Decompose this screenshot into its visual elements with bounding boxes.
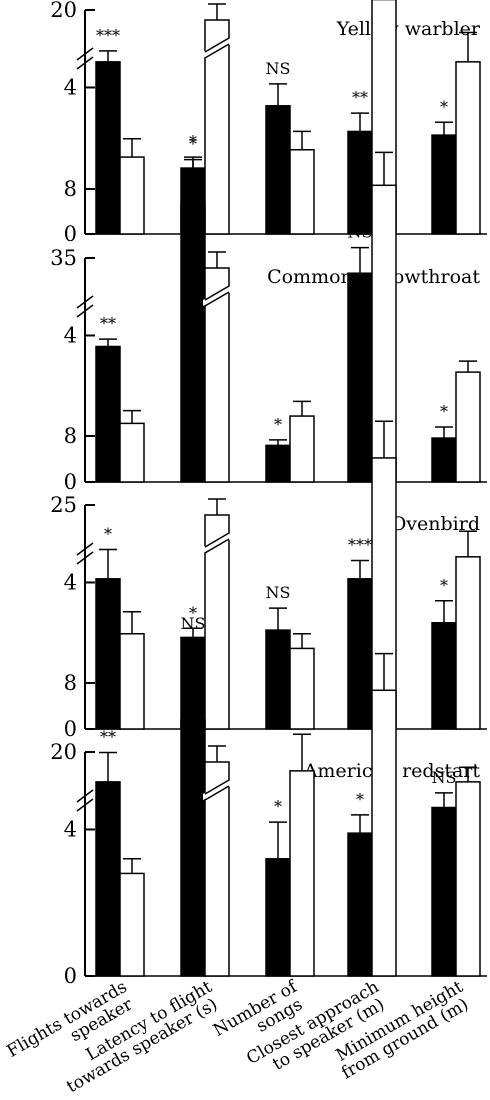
y-tick-label: 4 — [64, 570, 77, 594]
significance-label: NS — [432, 768, 457, 787]
bar-break-line — [204, 538, 230, 554]
bar-filled — [95, 61, 121, 235]
y-tick-label: 25 — [50, 493, 77, 517]
significance-label: * — [356, 790, 364, 809]
panel-title: Ovenbird — [391, 513, 480, 535]
significance-label: NS — [266, 583, 291, 602]
bar-filled — [265, 105, 291, 235]
axis-break-mark — [76, 304, 94, 318]
y-tick-label: 4 — [64, 323, 77, 347]
bar-break-line — [204, 779, 230, 795]
significance-label: NS — [348, 223, 373, 242]
significance-label: * — [274, 415, 282, 434]
panel-title: Yellow warbler — [336, 18, 481, 40]
significance-label: *** — [348, 536, 372, 555]
bar-open — [455, 371, 481, 483]
bar-break-line — [204, 43, 230, 59]
axis-break-mark — [76, 789, 94, 803]
axis-break-mark — [76, 798, 94, 812]
bar-filled — [95, 578, 121, 730]
bar-break-gap — [203, 38, 231, 58]
significance-label: NS — [266, 59, 291, 78]
y-tick-label: 20 — [50, 0, 77, 22]
y-tick-label: 20 — [50, 740, 77, 764]
bar-break-line — [204, 285, 230, 301]
axis-break-mark — [76, 542, 94, 556]
y-tick-label: 8 — [64, 424, 77, 448]
bar-open — [119, 633, 145, 730]
y-tick-label: 8 — [64, 177, 77, 201]
bar-filled — [265, 858, 291, 977]
bar-filled — [95, 781, 121, 977]
significance-label: NS — [181, 614, 206, 633]
significance-label: ** — [352, 88, 368, 107]
significance-label: * — [440, 576, 448, 595]
significance-label: * — [189, 603, 197, 622]
bar-break-gap — [203, 780, 231, 800]
y-tick-label: 0 — [64, 222, 77, 246]
bar-break-line — [204, 291, 230, 307]
bar-open — [289, 647, 315, 730]
bar-filled — [431, 622, 457, 730]
significance-label: * — [189, 132, 197, 151]
bar-break-line — [204, 37, 230, 53]
bar-open — [455, 556, 481, 730]
bar-open — [119, 872, 145, 977]
bar-open — [289, 770, 315, 977]
significance-label: * — [189, 135, 197, 154]
bar-open — [371, 689, 397, 977]
bar-filled — [347, 272, 373, 483]
bar-filled — [431, 134, 457, 235]
significance-label: * — [440, 402, 448, 421]
bar-filled — [180, 718, 206, 977]
y-tick-label: 8 — [64, 671, 77, 695]
y-tick-label: 0 — [64, 964, 77, 988]
bar-break-gap — [203, 533, 231, 553]
bar-filled — [265, 444, 291, 483]
significance-label: * — [440, 97, 448, 116]
bar-open — [119, 156, 145, 235]
y-tick-label: 0 — [64, 470, 77, 494]
bar-open — [455, 61, 481, 235]
bar-open — [455, 781, 481, 977]
bar-open — [119, 422, 145, 483]
axis-break-mark — [76, 47, 94, 61]
bar-filled — [180, 202, 206, 483]
y-tick-label: 4 — [64, 75, 77, 99]
bar-filled — [347, 832, 373, 977]
bar-filled — [265, 629, 291, 730]
panel-1: 04820Yellow warbler****NS*** — [50, 0, 487, 246]
bar-filled — [431, 437, 457, 483]
bar-open — [289, 415, 315, 483]
axis-break-mark — [76, 551, 94, 565]
bar-open — [289, 149, 315, 235]
axis-break-mark — [76, 295, 94, 309]
significance-label: *** — [96, 26, 120, 45]
axis-break-mark — [76, 56, 94, 70]
bar-break-gap — [203, 286, 231, 306]
y-tick-label: 0 — [64, 717, 77, 741]
bar-filled — [431, 806, 457, 977]
bar-filled — [347, 578, 373, 730]
bar-filled — [347, 130, 373, 235]
significance-label: * — [104, 525, 112, 544]
significance-label: * — [274, 797, 282, 816]
bar-break-line — [204, 785, 230, 801]
significance-label: ** — [100, 314, 116, 333]
bar-filled — [95, 345, 121, 483]
significance-label: ** — [100, 728, 116, 747]
bar-break-line — [204, 532, 230, 548]
y-tick-label: 4 — [64, 817, 77, 841]
y-tick-label: 35 — [50, 246, 77, 270]
